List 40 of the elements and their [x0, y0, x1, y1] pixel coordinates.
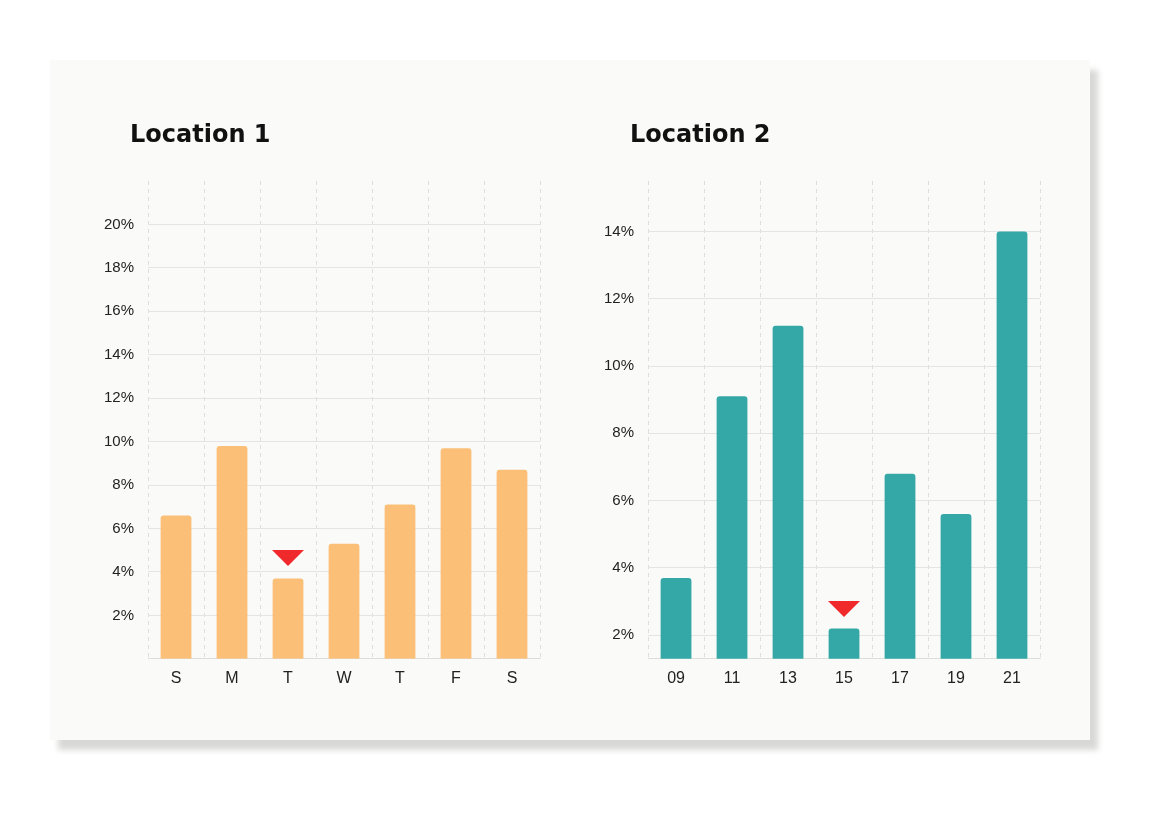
bar: [440, 448, 472, 659]
y-tick-label: 16%: [103, 301, 135, 319]
y-tick-label: 8%: [112, 475, 135, 493]
y-tick-label: 2%: [112, 605, 135, 623]
y-tick-label: 2%: [612, 625, 635, 643]
y-tick-label: 6%: [612, 490, 635, 508]
x-tick-label: W: [336, 668, 353, 686]
x-tick-label: T: [395, 668, 406, 686]
y-tick-label: 20%: [103, 214, 135, 232]
chart-title: Location 1: [130, 120, 272, 148]
chart-title: Location 2: [630, 120, 772, 148]
y-tick-label: 12%: [103, 388, 135, 406]
x-tick-label: S: [170, 668, 182, 686]
y-tick-label: 10%: [103, 431, 135, 449]
x-tick-label: F: [451, 668, 462, 686]
x-tick-label: S: [506, 668, 518, 686]
y-tick-label: 14%: [603, 221, 635, 239]
y-tick-label: 12%: [603, 288, 635, 306]
y-tick-label: 10%: [603, 356, 635, 374]
x-tick-label: T: [283, 668, 294, 686]
x-tick-label: 11: [723, 668, 741, 686]
x-tick-label: 15: [835, 668, 854, 686]
x-tick-label: 21: [1003, 668, 1021, 686]
x-tick-label: 19: [947, 668, 965, 686]
y-tick-label: 4%: [612, 558, 635, 576]
y-tick-label: 18%: [103, 258, 135, 276]
y-tick-label: 14%: [103, 344, 135, 362]
bar: [272, 578, 304, 659]
x-tick-label: M: [225, 668, 239, 686]
y-tick-label: 4%: [112, 562, 135, 580]
x-tick-label: 09: [667, 668, 686, 686]
bar: [160, 515, 192, 659]
bar: [328, 543, 360, 659]
bar: [496, 469, 528, 659]
bar: [384, 504, 416, 659]
y-tick-label: 8%: [612, 423, 635, 441]
bar: [216, 445, 248, 659]
y-tick-label: 6%: [112, 518, 135, 536]
x-tick-label: 13: [779, 668, 798, 686]
x-tick-label: 17: [891, 668, 910, 686]
